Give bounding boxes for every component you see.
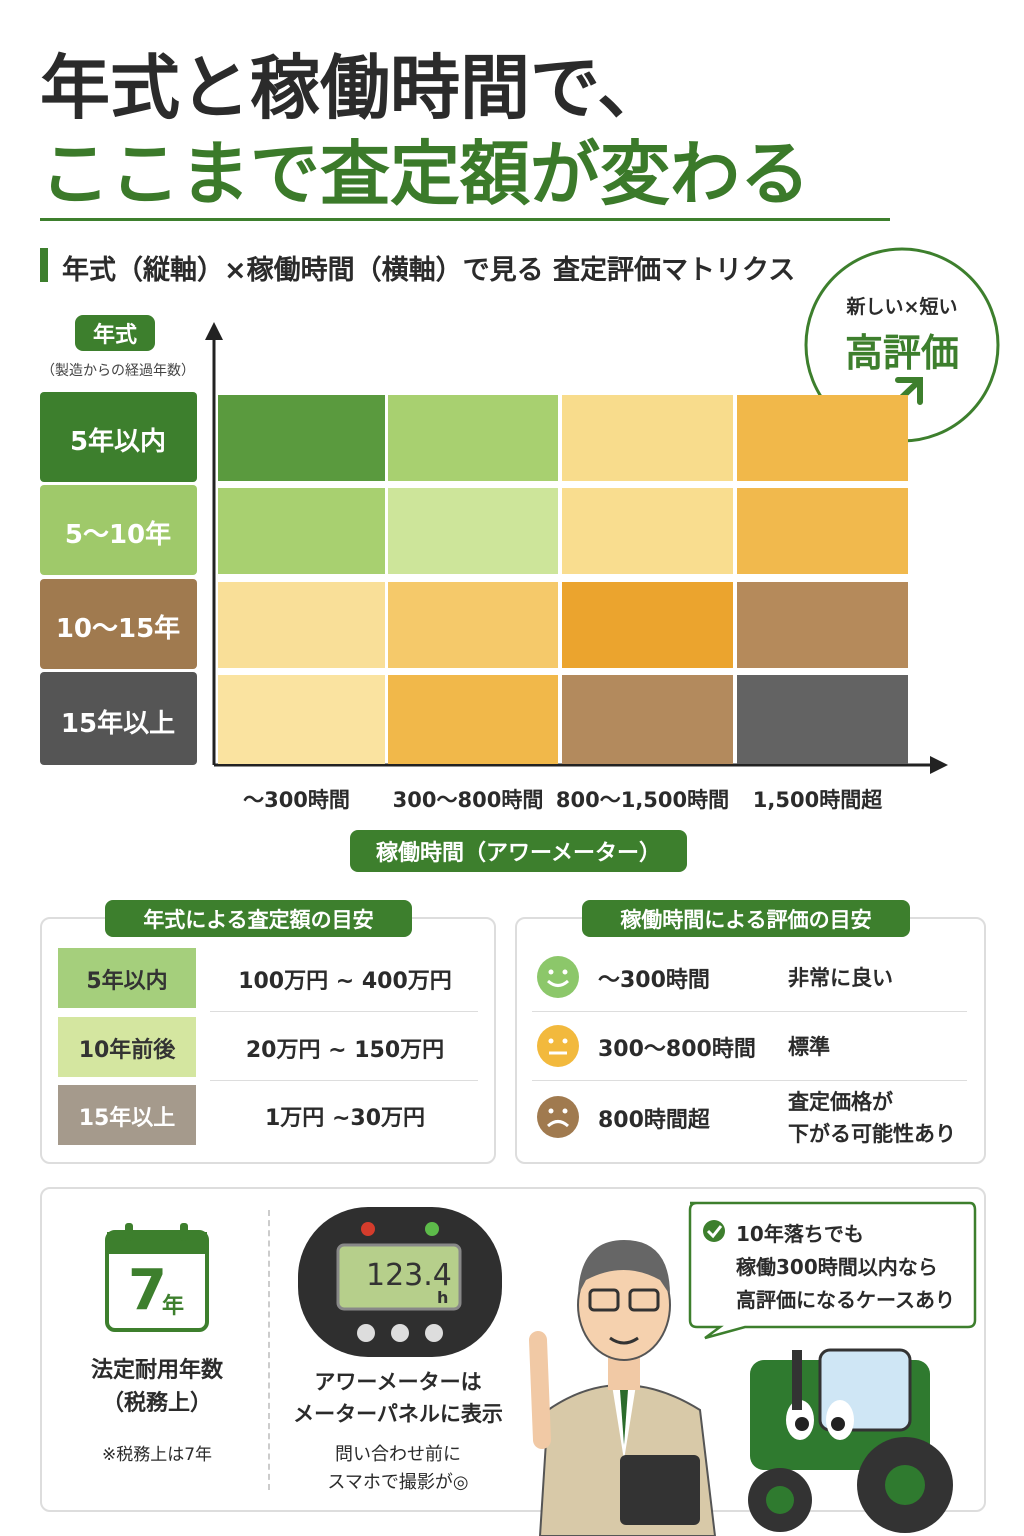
y-axis-note: （製造からの経過年数） (41, 363, 195, 379)
separator (532, 1080, 967, 1081)
calendar-icon (105, 1223, 209, 1332)
column-label: 〜300時間 (243, 788, 350, 812)
age-label-bg (58, 1017, 196, 1077)
hours-label: 300〜800時間 (598, 1037, 756, 1062)
meter-note: スマホで撮影が◎ (327, 1472, 469, 1493)
matrix-cell (737, 675, 908, 764)
age-label: 5年以内 (86, 969, 168, 994)
calendar-unit: 年 (162, 1294, 185, 1319)
face-icons (537, 956, 579, 1138)
age-label-bg (58, 948, 196, 1008)
matrix-cell (388, 582, 558, 668)
row-label-bg (40, 672, 197, 765)
separator (210, 1080, 478, 1081)
illustration (529, 1240, 953, 1536)
speech-text: 稼働300時間以内なら (736, 1255, 938, 1279)
matrix-cell (737, 582, 908, 668)
title-line: 年式と稼働時間で、 (40, 47, 668, 129)
matrix-cell (562, 395, 733, 481)
title-line: ここまで査定額が変わる (40, 133, 810, 215)
column-label: 800〜1,500時間 (555, 788, 730, 812)
age-label: 15年以上 (78, 1106, 176, 1131)
separator (532, 1011, 967, 1012)
matrix-cell (562, 488, 733, 574)
hours-rating: 下がる可能性あり (788, 1122, 956, 1146)
hours-label: 〜300時間 (598, 968, 710, 993)
age-value: 100万円 ~ 400万円 (238, 969, 452, 994)
meter-icon (298, 1207, 502, 1357)
rule (40, 218, 890, 221)
divider (268, 1210, 270, 1490)
y-arrow (205, 322, 223, 340)
hours-rating: 標準 (788, 1035, 830, 1059)
calendar-number: 7 (128, 1258, 167, 1323)
matrix-cell (562, 675, 733, 764)
age-value: 20万円 ~ 150万円 (245, 1038, 445, 1063)
meter-text: アワーメーターは (314, 1370, 482, 1394)
meter-unit: h (437, 1288, 449, 1307)
useful-life-note: ※税務上は7年 (101, 1445, 213, 1465)
matrix-cell (737, 488, 908, 574)
hours-label: 800時間超 (598, 1108, 710, 1133)
heading-bar (40, 248, 48, 282)
matrix-cell (388, 395, 558, 481)
matrix-cell (218, 395, 385, 481)
matrix-cell (218, 675, 385, 764)
x-arrow (930, 756, 948, 774)
age-label-bg (58, 1085, 196, 1145)
hours-table (515, 917, 986, 1164)
column-label: 300〜800時間 (392, 788, 544, 812)
row-label-bg (40, 579, 197, 669)
matrix-cell (218, 488, 385, 574)
y-axis-label: 年式 (75, 315, 155, 351)
row-label: 5〜10年 (64, 520, 172, 550)
row-label: 5年以内 (69, 427, 167, 457)
age-table-title: 年式による査定額の目安 (105, 900, 412, 937)
useful-life: 法定耐用年数 (90, 1358, 224, 1383)
speech-text: 10年落ちでも (736, 1222, 864, 1246)
callout-main: 高評価 (844, 331, 960, 375)
matrix-cell (218, 582, 385, 668)
callout-top: 新しい×短い (846, 296, 958, 318)
section-heading: 年式（縦軸）×稼働時間（横軸）で見る 査定評価マトリクス (62, 255, 796, 286)
age-value: 1万円 ~30万円 (264, 1106, 426, 1131)
row-label: 15年以上 (60, 708, 176, 739)
matrix-cell (388, 488, 558, 574)
useful-life: （税務上） (101, 1391, 213, 1416)
hours-rating: 非常に良い (788, 966, 893, 990)
speech-bubble (688, 1201, 977, 1340)
matrix (40, 247, 1000, 774)
column-label: 1,500時間超 (752, 788, 883, 812)
hours-table-title: 稼働時間による評価の目安 (582, 900, 910, 937)
x-axis-label: 稼働時間（アワーメーター） (350, 830, 687, 872)
matrix-cell (388, 675, 558, 764)
row-label: 10〜15年 (55, 614, 181, 644)
meter-note: 問い合わせ前に (335, 1444, 461, 1465)
speech-text: 高評価になるケースあり (736, 1288, 955, 1312)
row-label-bg (40, 485, 197, 575)
meter-reading: 123.4 (366, 1258, 452, 1293)
matrix-cell (737, 395, 908, 481)
matrix-cell (562, 582, 733, 668)
age-label: 10年前後 (78, 1038, 176, 1063)
hours-rating: 査定価格が (788, 1090, 893, 1114)
separator (210, 1011, 478, 1012)
meter-text: メーターパネルに表示 (293, 1402, 503, 1426)
row-label-bg (40, 392, 197, 482)
